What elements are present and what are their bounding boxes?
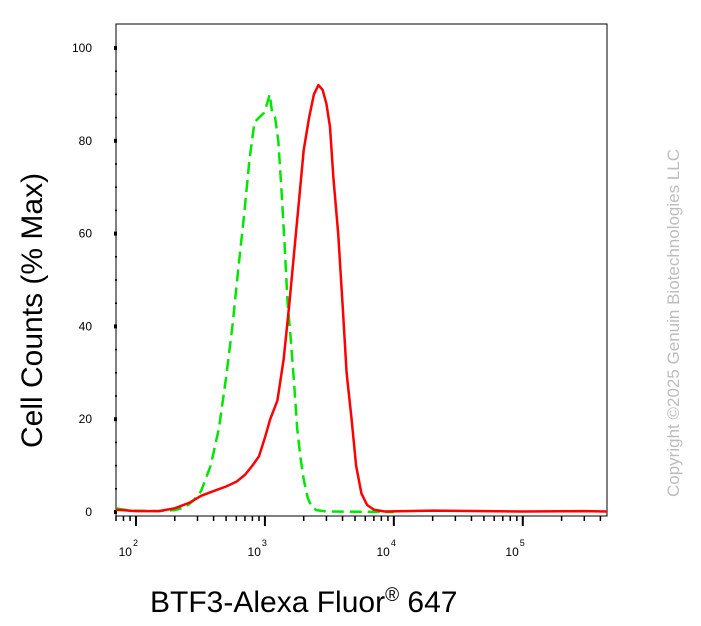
series-layer (115, 83, 608, 514)
histogram-series-1 (115, 93, 394, 514)
y-tick-label: 40 (79, 319, 93, 333)
y-tick-label: 60 (79, 227, 93, 241)
x-axis-label-mark: ® (385, 585, 400, 606)
x-tick-label-base: 10 (248, 545, 262, 559)
x-tick-label-exponent: 3 (262, 538, 267, 548)
x-axis-label-suffix: 647 (399, 586, 458, 619)
y-tick-label: 100 (72, 41, 92, 55)
x-tick-label-exponent: 5 (520, 538, 525, 548)
x-tick-label-base: 10 (505, 545, 519, 559)
x-axis-label: BTF3-Alexa Fluor® 647 (150, 585, 457, 620)
x-tick-label-exponent: 4 (391, 538, 396, 548)
x-axis-label-main: BTF3-Alexa Fluor (150, 586, 386, 619)
y-tick-label: 80 (79, 134, 93, 148)
histogram-series-2 (115, 83, 608, 513)
y-axis-ticks: 0 20 40 60 80 100 (72, 41, 117, 519)
y-tick-label: 20 (79, 412, 93, 426)
y-axis-label: Cell Counts (% Max) (16, 172, 49, 448)
y-tick-label: 0 (85, 505, 92, 519)
x-tick-label-base: 10 (376, 545, 390, 559)
copyright-watermark: Copyright ©2025 Genuin Biotechnologies L… (664, 148, 683, 497)
x-tick-label-exponent: 2 (133, 538, 138, 548)
x-tick-label-base: 10 (119, 545, 133, 559)
plot-frame (115, 23, 608, 517)
